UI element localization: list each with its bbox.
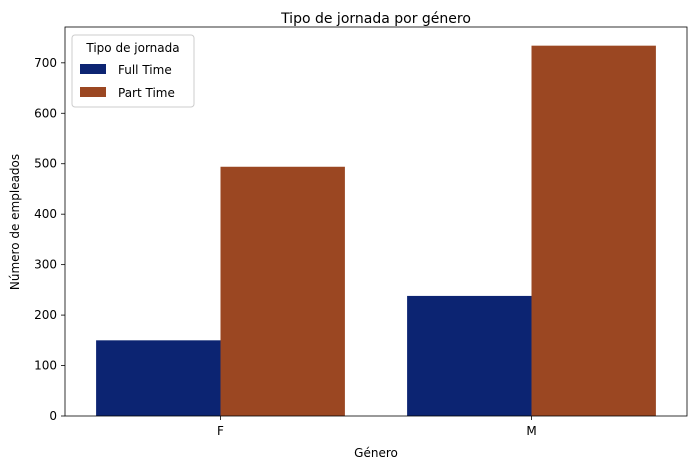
y-tick-label: 700 [34,56,57,70]
y-tick-label: 100 [34,359,57,373]
bar-full-time-m [407,295,532,416]
legend-label-part-time: Part Time [118,86,175,100]
bars-group [96,45,656,416]
legend: Tipo de jornada Full Time Part Time [71,34,195,108]
plot-frame [64,26,688,417]
x-tick-label-m: M [526,424,536,438]
y-tick-label: 600 [34,106,57,120]
y-tick-label: 400 [34,207,57,221]
bar-part-time-f [220,166,345,416]
legend-label-full-time: Full Time [118,63,172,77]
legend-title: Tipo de jornada [85,41,179,55]
y-axis: 0 100 200 300 400 500 600 700 [34,56,65,423]
chart-title: Tipo de jornada por género [280,11,471,27]
bar-part-time-m [531,45,656,416]
legend-swatch-part-time [80,87,106,97]
legend-swatch-full-time [80,64,106,74]
y-axis-label: Número de empleados [8,154,22,290]
y-tick-label: 200 [34,308,57,322]
y-tick-label: 0 [49,409,57,423]
y-tick-label: 500 [34,157,57,171]
x-axis-label: Género [354,446,398,460]
bar-full-time-f [96,340,221,416]
x-tick-label-f: F [217,424,224,438]
y-tick-label: 300 [34,258,57,272]
